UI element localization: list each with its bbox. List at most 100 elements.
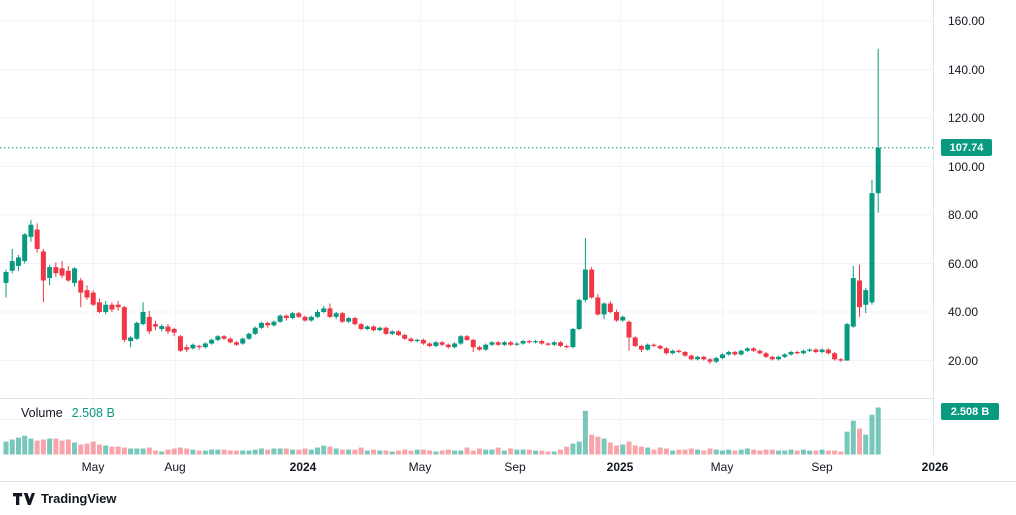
- volume-bar: [371, 449, 377, 455]
- candle-body: [377, 327, 383, 331]
- time-tick-label: May: [710, 460, 734, 474]
- candle-body: [738, 350, 744, 355]
- candle-body: [408, 338, 414, 342]
- candle-body: [115, 304, 121, 308]
- volume-legend: Volume 2.508 B: [21, 406, 115, 420]
- candle-body: [271, 321, 277, 326]
- volume-bar: [258, 448, 264, 455]
- candle-body: [427, 343, 433, 346]
- candle-body: [15, 257, 21, 266]
- candle-body: [670, 350, 676, 354]
- volume-bar: [296, 449, 302, 455]
- volume-bar: [875, 407, 881, 455]
- candle-body: [832, 353, 838, 360]
- volume-bar: [670, 450, 676, 455]
- candle-body: [557, 342, 563, 346]
- volume-bar: [545, 451, 551, 455]
- candle-body: [339, 313, 345, 322]
- volume-bar: [638, 446, 644, 455]
- tradingview-logo-text: TradingView: [41, 491, 117, 506]
- volume-bar: [564, 446, 570, 455]
- volume-bar: [72, 442, 78, 455]
- volume-bar: [483, 449, 489, 455]
- volume-bar: [533, 450, 539, 455]
- candle-body: [22, 234, 28, 262]
- candle-body: [177, 336, 183, 351]
- volume-bar: [290, 449, 296, 455]
- candle-body: [514, 343, 520, 345]
- volume-bar: [65, 439, 71, 455]
- volume-bar: [476, 448, 482, 455]
- volume-bar: [383, 450, 389, 455]
- candle-body: [539, 341, 545, 344]
- candle-body: [346, 318, 352, 322]
- volume-bar: [688, 448, 694, 455]
- volume-value: 2.508 B: [71, 406, 115, 420]
- candle-body: [171, 328, 177, 333]
- price-axis[interactable]: 160.00 140.00 120.00 100.00 80.00 60.00 40.00 2…: [934, 0, 1016, 481]
- candle-body: [227, 338, 233, 343]
- candle-body: [315, 312, 320, 317]
- volume-label: Volume: [21, 406, 63, 420]
- volume-bar: [358, 447, 364, 455]
- volume-bar: [215, 449, 221, 455]
- candle-body: [283, 315, 289, 319]
- axis-separator: [933, 0, 934, 481]
- volume-bar: [501, 450, 507, 455]
- volume-bar: [352, 449, 358, 455]
- candle-body: [140, 312, 146, 325]
- volume-bar: [395, 450, 401, 455]
- candle-body: [159, 326, 165, 329]
- volume-bar: [651, 449, 657, 455]
- candle-body: [134, 322, 140, 339]
- volume-bar: [626, 441, 632, 455]
- candle-body: [614, 312, 620, 321]
- candle-body: [807, 349, 813, 351]
- candle-body: [850, 278, 856, 327]
- volume-bar: [514, 449, 520, 455]
- volume-bar: [452, 450, 458, 455]
- volume-bar: [713, 449, 719, 455]
- volume-bar: [645, 447, 651, 455]
- candle-body: [452, 343, 458, 348]
- candle-body: [352, 318, 358, 325]
- candle-body: [3, 271, 9, 283]
- volume-bar: [177, 447, 183, 455]
- volume-bar: [246, 450, 252, 455]
- volume-bar: [115, 446, 121, 455]
- volume-bar: [539, 450, 545, 455]
- candle-body: [707, 359, 713, 362]
- volume-bar: [439, 450, 445, 455]
- candle-body: [296, 313, 302, 317]
- volume-bar: [389, 451, 395, 455]
- volume-bar: [857, 428, 863, 455]
- candle-body: [121, 307, 127, 340]
- volume-bar: [719, 450, 725, 455]
- candle-body: [751, 348, 757, 351]
- candle-body: [857, 280, 863, 308]
- price-tick-label: 60.00: [948, 256, 979, 271]
- candle-body: [489, 342, 495, 345]
- volume-bar: [196, 450, 202, 455]
- candle-body: [59, 268, 65, 276]
- volume-bar: [190, 449, 196, 455]
- volume-bar: [726, 449, 732, 455]
- price-tick-label: 20.00: [948, 353, 979, 368]
- volume-bar: [53, 438, 59, 455]
- candle-body: [402, 335, 408, 339]
- time-axis[interactable]: May Aug 2024 May Sep 2025 May Sep 2026: [0, 455, 1016, 481]
- candle-body: [582, 269, 588, 300]
- candle-body: [863, 290, 869, 305]
- volume-bar: [551, 451, 557, 455]
- volume-bar: [776, 450, 782, 455]
- time-tick-label: May: [408, 460, 432, 474]
- volume-bar: [657, 447, 663, 455]
- volume-bar: [470, 450, 476, 455]
- volume-bar: [364, 450, 370, 455]
- volume-bar: [557, 449, 563, 455]
- tradingview-logo[interactable]: TradingView: [13, 491, 116, 506]
- candle-body: [701, 356, 707, 360]
- volume-bar: [184, 448, 190, 455]
- candle-body: [265, 322, 271, 326]
